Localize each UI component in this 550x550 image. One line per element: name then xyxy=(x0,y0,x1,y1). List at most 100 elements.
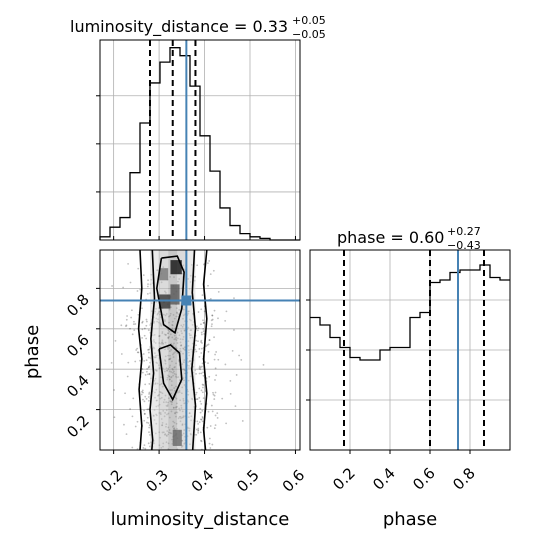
phase-histogram-panel: 0.2 0.4 0.6 0.8 xyxy=(306,249,511,494)
sample-point xyxy=(147,351,150,354)
sample-point xyxy=(197,340,199,343)
sample-point xyxy=(110,361,113,364)
sample-point xyxy=(134,425,137,428)
sample-point xyxy=(127,263,129,265)
sample-point xyxy=(201,365,203,368)
sample-point xyxy=(215,351,218,353)
sample-point xyxy=(214,367,217,370)
sample-point xyxy=(202,263,205,266)
sample-point xyxy=(209,298,212,300)
sample-point xyxy=(202,327,205,330)
contour-line xyxy=(137,250,143,450)
sample-point xyxy=(132,323,135,326)
sample-point xyxy=(137,313,140,316)
sample-point xyxy=(113,416,116,419)
main-truth-marker xyxy=(181,295,192,306)
right-histogram-step xyxy=(310,264,510,361)
sample-point xyxy=(201,420,204,423)
sample-point xyxy=(202,319,204,322)
sample-point xyxy=(201,417,204,419)
sample-point xyxy=(199,368,202,371)
sample-point xyxy=(195,325,198,328)
sample-point xyxy=(207,350,210,353)
sample-point xyxy=(198,367,201,369)
sample-point xyxy=(147,329,150,332)
sample-point xyxy=(196,420,199,423)
density-cell xyxy=(159,294,171,309)
sample-point xyxy=(145,318,148,321)
sample-point xyxy=(214,391,217,394)
sample-point xyxy=(197,311,200,313)
main-y-tick-label: 0.8 xyxy=(63,290,93,320)
sample-point xyxy=(216,417,219,419)
sample-point xyxy=(213,398,216,400)
sample-point xyxy=(133,329,136,332)
sample-point xyxy=(208,375,211,378)
sample-point xyxy=(195,433,198,436)
top-title-plus: +0.05 xyxy=(292,14,326,27)
sample-point xyxy=(124,392,126,395)
right-x-tick-label: 0.6 xyxy=(409,464,439,494)
sample-point xyxy=(214,353,217,356)
sample-point xyxy=(195,350,198,353)
sample-point xyxy=(129,281,132,284)
sample-point xyxy=(127,361,130,364)
sample-point xyxy=(229,379,232,382)
sample-point xyxy=(146,416,149,419)
sample-point xyxy=(208,260,211,262)
sample-point xyxy=(113,389,115,391)
sample-point xyxy=(198,372,201,375)
sample-point xyxy=(211,314,214,317)
sample-point xyxy=(125,318,128,321)
sample-point xyxy=(146,408,149,411)
sample-point xyxy=(195,344,197,347)
sample-point xyxy=(144,383,147,386)
main-x-tick-label: 0.3 xyxy=(142,466,172,496)
sample-point xyxy=(139,288,142,291)
sample-point xyxy=(196,264,199,267)
sample-point xyxy=(207,362,209,365)
sample-point xyxy=(208,339,211,342)
sample-point xyxy=(142,447,145,449)
sample-point xyxy=(131,446,134,449)
sample-point xyxy=(147,366,150,369)
sample-point xyxy=(201,294,204,297)
sample-point xyxy=(202,330,205,333)
sample-point xyxy=(200,331,203,334)
sample-point xyxy=(143,334,146,337)
sample-point xyxy=(202,322,205,324)
sample-point xyxy=(197,430,200,432)
sample-point xyxy=(214,424,217,427)
sample-point xyxy=(211,314,214,317)
sample-point xyxy=(210,325,213,328)
sample-point xyxy=(136,290,139,292)
sample-point xyxy=(206,344,209,346)
sample-point xyxy=(200,339,203,342)
sample-point xyxy=(125,324,128,327)
sample-point xyxy=(206,426,209,429)
sample-point xyxy=(148,391,151,394)
sample-point xyxy=(123,423,125,426)
sample-point xyxy=(197,427,200,430)
sample-point xyxy=(145,320,148,323)
sample-point xyxy=(145,397,148,400)
sample-point xyxy=(211,318,214,321)
sample-point xyxy=(208,437,211,440)
sample-point xyxy=(145,337,148,340)
sample-point xyxy=(197,423,199,425)
contour-loop xyxy=(158,343,183,402)
sample-point xyxy=(142,391,144,394)
sample-point xyxy=(200,323,202,326)
sample-point xyxy=(200,372,203,375)
sample-point xyxy=(203,333,206,335)
sample-point xyxy=(114,340,117,342)
sample-point xyxy=(143,419,146,422)
sample-point xyxy=(136,420,139,423)
sample-point xyxy=(111,285,113,287)
sample-point xyxy=(132,397,135,400)
sample-point xyxy=(198,365,201,368)
sample-point xyxy=(143,413,146,415)
sample-point xyxy=(144,374,147,376)
sample-point xyxy=(224,320,227,322)
sample-point xyxy=(213,336,215,339)
